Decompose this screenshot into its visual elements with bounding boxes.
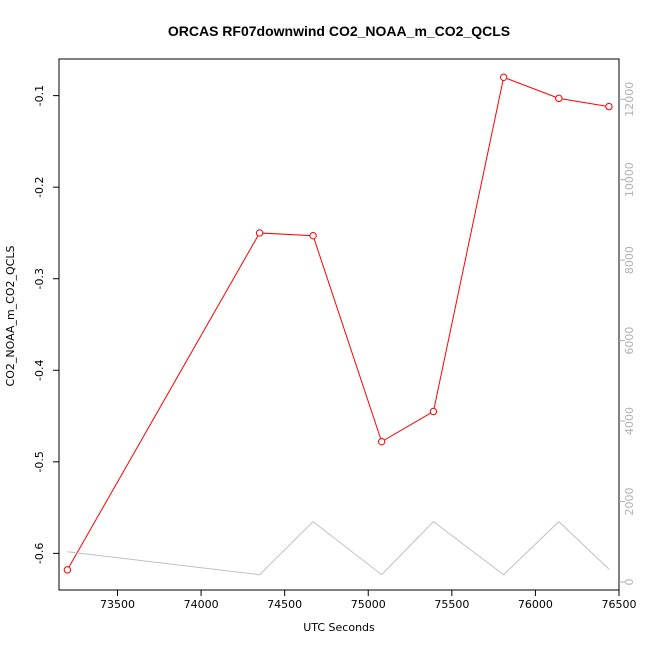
right-y-tick-label: 6000 xyxy=(623,327,636,355)
plot-frame xyxy=(58,58,620,591)
data-point xyxy=(255,229,264,237)
right-axis-series-line xyxy=(67,520,610,576)
y-tick-label: -0.4 xyxy=(33,360,46,381)
x-tick-label: 75000 xyxy=(351,598,386,611)
x-axis-label: UTC Seconds xyxy=(303,621,375,634)
left-axis-series-line xyxy=(66,76,610,571)
right-y-tick-label: 12000 xyxy=(623,82,636,117)
y-tick-label: -0.3 xyxy=(33,268,46,289)
x-tick-label: 76500 xyxy=(602,598,637,611)
y-axis: -0.6 -0.5 -0.4 -0.3 -0.2 -0.1 xyxy=(33,85,59,564)
data-point xyxy=(377,437,386,446)
x-tick-label: 74500 xyxy=(267,598,302,611)
y-axis-label: CO2_NOAA_m_CO2_QCLS xyxy=(4,246,17,387)
x-tick-label: 74000 xyxy=(184,598,219,611)
right-y-tick-label: 2000 xyxy=(623,488,636,516)
data-point xyxy=(429,407,438,416)
chart-title: ORCAS RF07downwind CO2_NOAA_m_CO2_QCLS xyxy=(168,23,510,39)
x-axis: 73500 74000 74500 75000 75500 76000 76500 xyxy=(100,590,637,611)
right-y-tick-label: 10000 xyxy=(623,162,636,197)
x-tick-label: 75500 xyxy=(434,598,469,611)
x-tick-label: 73500 xyxy=(100,598,135,611)
right-y-tick-label: 4000 xyxy=(623,407,636,435)
x-tick-label: 76000 xyxy=(518,598,553,611)
data-point xyxy=(309,231,317,240)
right-y-axis: 0 2000 4000 6000 8000 10000 12000 xyxy=(619,82,636,585)
y-tick-label: -0.2 xyxy=(33,176,46,197)
data-point xyxy=(555,94,563,103)
data-point xyxy=(499,73,508,82)
right-y-tick-label: 8000 xyxy=(623,246,636,274)
series-layer xyxy=(63,73,613,576)
data-point xyxy=(605,102,613,111)
data-point xyxy=(63,566,72,574)
right-y-tick-label: 0 xyxy=(623,578,636,585)
y-tick-label: -0.1 xyxy=(33,85,46,106)
y-tick-label: -0.6 xyxy=(33,543,46,564)
y-tick-label: -0.5 xyxy=(33,451,46,472)
